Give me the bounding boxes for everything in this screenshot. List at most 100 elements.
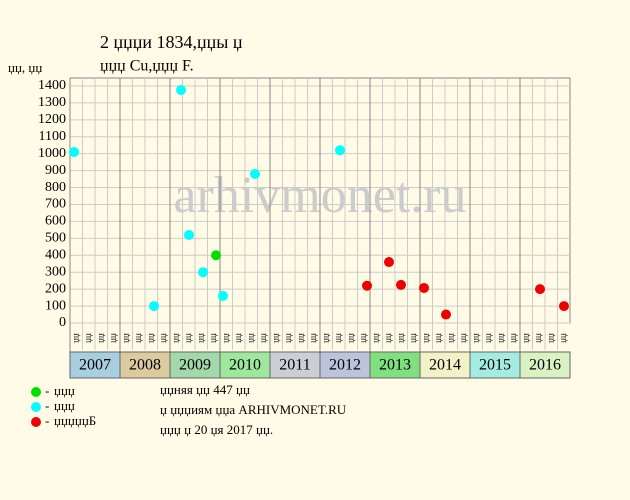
point	[559, 301, 569, 312]
quarter-label: џџ	[458, 333, 468, 343]
y-tick-label: 1000	[38, 146, 66, 161]
quarter-label: џџ	[495, 333, 505, 343]
x-tick-label: 2015	[479, 357, 511, 374]
year-band	[69, 351, 121, 379]
quarter-label: џџ	[483, 333, 493, 343]
quarter-label: џџ	[270, 333, 280, 343]
y-tick-label: 0	[59, 315, 66, 330]
quarter-label: џџ	[395, 333, 405, 343]
point	[218, 290, 228, 301]
point	[250, 169, 260, 180]
x-tick-label: 2014	[429, 357, 461, 374]
quarter-label: џџ	[320, 333, 330, 343]
quarter-label: џџ	[420, 333, 430, 343]
quarter-label: џџ	[470, 333, 480, 343]
point	[535, 284, 545, 295]
year-band	[519, 351, 571, 379]
point	[384, 257, 394, 268]
point	[419, 282, 429, 293]
quarter-label: џџ	[358, 333, 368, 343]
point	[184, 229, 194, 240]
y-tick-label: 400	[45, 247, 66, 262]
legend-dash: -	[45, 398, 49, 413]
y-tick-label: 1300	[38, 95, 66, 110]
note: џџџ џ 20 џя 2017 џџ.	[160, 422, 273, 437]
quarter-label: џџ	[208, 333, 218, 343]
quarter-label: џџ	[408, 333, 418, 343]
point	[198, 267, 208, 278]
quarter-label: џџ	[108, 333, 118, 343]
year-band	[219, 351, 271, 379]
quarter-label: џџ	[233, 333, 243, 343]
x-tick-label: 2013	[379, 357, 411, 374]
x-tick-label: 2008	[129, 357, 161, 374]
legend-label: џџџ	[54, 383, 75, 398]
quarter-label: џџ	[445, 333, 455, 343]
point	[362, 280, 372, 291]
legend-label: џџџ	[54, 398, 75, 413]
x-tick-label: 2009	[179, 357, 211, 374]
point	[441, 309, 451, 320]
y-tick-label: 500	[45, 231, 66, 246]
quarter-label: џџ	[433, 333, 443, 343]
x-tick-label: 2007	[79, 357, 111, 374]
y-tick-label: 800	[45, 180, 66, 195]
quarter-label: џџ	[520, 333, 530, 343]
quarter-label: џџ	[145, 333, 155, 343]
quarter-label: џџ	[533, 333, 543, 343]
quarter-label: џџ	[370, 333, 380, 343]
note: џџняя џџ 447 џџ	[160, 382, 250, 397]
quarter-label: џџ	[120, 333, 130, 343]
x-tick-label: 2012	[329, 357, 361, 374]
legend-label: џџџџџБ	[54, 413, 96, 428]
x-tick-label: 2016	[529, 357, 561, 374]
quarter-label: џџ	[183, 333, 193, 343]
quarter-label: џџ	[70, 333, 80, 343]
quarter-label: џџ	[133, 333, 143, 343]
quarter-label: џџ	[545, 333, 555, 343]
y-tick-label: 200	[45, 281, 66, 296]
point	[335, 145, 345, 156]
chart-subtitle: џџџ Cu,џџџ F.	[100, 58, 194, 75]
chart-title: 2 џџџи 1834,џџы џ	[100, 32, 243, 52]
legend-marker	[31, 402, 41, 412]
legend-dash: -	[45, 413, 49, 428]
quarter-label: џџ	[170, 333, 180, 343]
legend-dash: -	[45, 383, 49, 398]
quarter-label: џџ	[258, 333, 268, 343]
x-tick-label: 2010	[229, 357, 261, 374]
y-axis-label: џџ, џџ	[8, 60, 42, 75]
legend-marker	[31, 387, 41, 397]
y-tick-label: 100	[45, 298, 66, 313]
quarter-label: џџ	[158, 333, 168, 343]
point	[69, 146, 79, 157]
quarter-label: џџ	[220, 333, 230, 343]
quarter-label: џџ	[333, 333, 343, 343]
year-band	[419, 351, 471, 379]
y-tick-label: 300	[45, 264, 66, 279]
year-band	[319, 351, 371, 379]
quarter-label: џџ	[245, 333, 255, 343]
y-tick-label: 1400	[38, 78, 66, 93]
year-band	[169, 351, 221, 379]
y-tick-label: 600	[45, 214, 66, 229]
point	[211, 250, 221, 261]
y-tick-label: 700	[45, 197, 66, 212]
x-tick-label: 2011	[279, 357, 310, 374]
point	[149, 301, 159, 312]
point	[396, 279, 406, 290]
quarter-label: џџ	[83, 333, 93, 343]
y-tick-label: 1100	[39, 129, 66, 144]
legend-marker	[31, 417, 41, 427]
quarter-label: џџ	[345, 333, 355, 343]
year-band	[119, 351, 171, 379]
note: џ џџџиям џџа ARHIVMONET.RU	[160, 402, 347, 417]
quarter-label: џџ	[383, 333, 393, 343]
point	[176, 85, 186, 96]
quarter-label: џџ	[295, 333, 305, 343]
quarter-label: џџ	[283, 333, 293, 343]
quarter-label: џџ	[195, 333, 205, 343]
quarter-label: џџ	[508, 333, 518, 343]
